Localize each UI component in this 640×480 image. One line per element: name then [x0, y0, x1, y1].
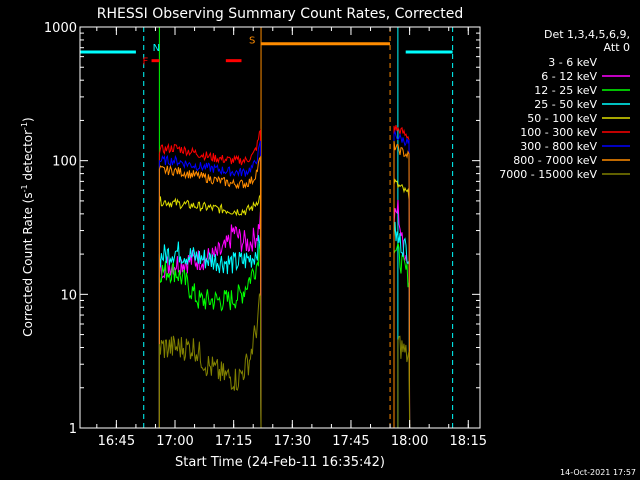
legend-label: 12 - 25 keV: [534, 84, 597, 97]
y-tick-label: 1: [69, 422, 77, 437]
x-tick-label: 18:15: [450, 434, 487, 449]
legend-label: 800 - 7000 keV: [513, 154, 597, 167]
y-label-base: Corrected Count Rate (s: [21, 192, 35, 336]
legend-header: Att 0: [604, 41, 630, 54]
x-tick-label: 18:00: [391, 434, 428, 449]
flag-label: S: [249, 36, 255, 47]
y-tick-label: 1000: [44, 21, 77, 36]
legend-header: Det 1,3,4,5,6,9,: [544, 28, 630, 41]
legend-label: 100 - 300 keV: [520, 126, 597, 139]
series-line: [393, 178, 411, 429]
y-axis-label: Corrected Count Rate (s-1 detector-1): [20, 117, 35, 336]
series-line: [158, 193, 262, 429]
series-line: [158, 129, 262, 429]
x-tick-label: 17:15: [215, 434, 252, 449]
y-label-sup2: -1: [20, 122, 29, 130]
series-line: [401, 316, 411, 429]
x-tick-label: 16:45: [98, 434, 135, 449]
generation-timestamp: 14-Oct-2021 17:57: [560, 468, 636, 477]
legend-label: 50 - 100 keV: [527, 112, 597, 125]
x-tick-label: 17:00: [156, 434, 193, 449]
series-line: [158, 140, 262, 429]
legend-label: 300 - 800 keV: [520, 140, 597, 153]
plot-frame: [79, 26, 481, 429]
x-tick-label: 17:45: [332, 434, 369, 449]
flag-label: N: [153, 43, 160, 54]
series-line: [158, 155, 262, 429]
chart-title: RHESSI Observing Summary Count Rates, Co…: [97, 6, 463, 22]
x-axis-label: Start Time (24-Feb-11 16:35:42): [175, 455, 385, 470]
y-tick-label: 100: [52, 155, 77, 170]
series-line: [158, 253, 262, 429]
flag-label: F: [143, 57, 149, 68]
x-tick-label: 17:30: [274, 434, 311, 449]
series-line: [393, 243, 411, 429]
y-label-sup1: -1: [20, 184, 29, 192]
legend-label: 3 - 6 keV: [548, 56, 597, 69]
series-line: [393, 221, 411, 429]
series-line: [158, 243, 262, 429]
legend-label: 7000 - 15000 keV: [499, 168, 597, 181]
series-line: [158, 211, 262, 429]
series-line: [393, 141, 411, 429]
series-line: [393, 125, 411, 429]
legend-label: 25 - 50 keV: [534, 98, 597, 111]
y-label-mid: detector: [21, 130, 35, 185]
series-line: [158, 235, 262, 429]
legend-label: 6 - 12 keV: [541, 70, 597, 83]
y-label-end: ): [21, 117, 35, 122]
plot-area: NF S: [79, 27, 454, 429]
series-line: [393, 129, 411, 429]
axes: 1 10 100 1000 16:45 17:00 17:15 17:30 17:45 18:00…: [44, 21, 487, 449]
y-tick-label: 10: [60, 288, 77, 303]
series-line: [158, 292, 262, 429]
series-line: [397, 335, 411, 429]
